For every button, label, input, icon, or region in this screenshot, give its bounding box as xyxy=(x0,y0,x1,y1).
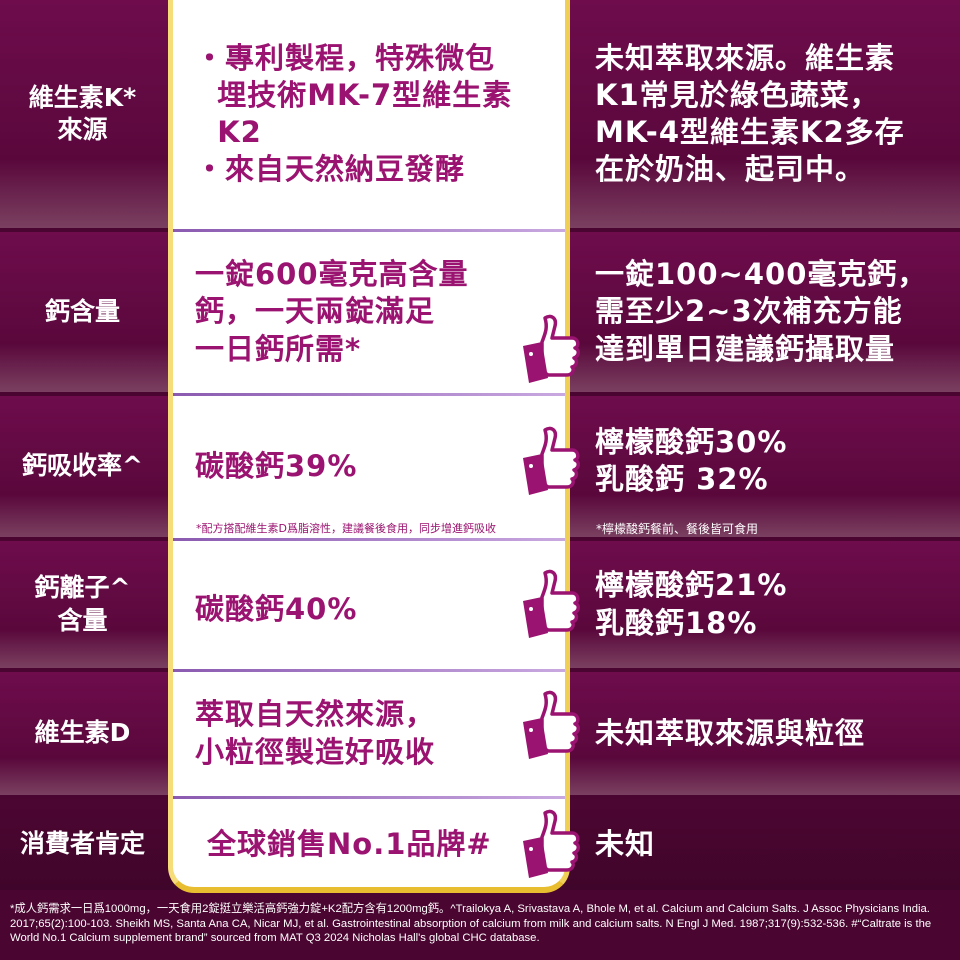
divider xyxy=(173,669,565,672)
competitor-line: 未知 xyxy=(595,826,656,861)
thumbs-up-icon xyxy=(515,565,591,641)
product-line: ・專利製程，特殊微包 xyxy=(195,40,496,75)
product-line: 全球銷售No.1品牌# xyxy=(207,826,492,861)
product-line: 一日鈣所需* xyxy=(195,331,362,366)
divider xyxy=(173,538,565,541)
thumbs-up-icon xyxy=(515,805,591,881)
competitor-line: MK-4型維生素K2多存 xyxy=(595,115,905,149)
product-line: 埋技術MK-7型維生素 xyxy=(195,77,513,112)
product-line: 碳酸鈣40% xyxy=(195,591,358,626)
competitor-footnote: *檸檬酸鈣餐前、餐後皆可食用 xyxy=(596,522,759,536)
competitor-line: 一錠100~400毫克鈣， xyxy=(595,257,928,292)
product-line: ・來自天然納豆發酵 xyxy=(195,152,466,187)
product-line: 小粒徑製造好吸收 xyxy=(195,734,436,769)
competitor-value: 檸檬酸鈣30% 乳酸鈣 32% xyxy=(595,396,952,537)
highlight-column xyxy=(168,0,570,893)
product-line: 一錠600毫克高含量 xyxy=(195,257,469,292)
product-value: 萃取自天然來源， 小粒徑製造好吸收 xyxy=(173,672,565,795)
divider xyxy=(173,796,565,799)
competitor-line: 未知萃取來源。維生素 xyxy=(595,40,896,75)
product-line: 碳酸鈣39% xyxy=(195,449,358,483)
thumbs-up-icon xyxy=(515,422,591,498)
row-label: 維生素D xyxy=(34,718,131,748)
row-label: 鈣含量 xyxy=(44,296,120,326)
product-value: 碳酸鈣40% xyxy=(173,541,565,668)
thumbs-up-icon xyxy=(515,686,591,762)
competitor-value: 一錠100~400毫克鈣， 需至少2~3次補充方能 達到單日建議鈣攝取量 xyxy=(595,232,952,392)
competitor-line: 乳酸鈣18% xyxy=(595,605,758,640)
competitor-value: 未知 xyxy=(595,799,952,890)
competitor-line: K1常見於綠色蔬菜， xyxy=(595,77,880,112)
product-line: K2 xyxy=(195,115,262,149)
competitor-value: 檸檬酸鈣21% 乳酸鈣18% xyxy=(595,541,952,668)
competitor-line: 需至少2~3次補充方能 xyxy=(595,294,903,329)
row-label: 鈣離子^ 含量 xyxy=(34,573,131,635)
divider xyxy=(173,229,565,232)
competitor-line: 檸檬酸鈣30% xyxy=(595,425,788,459)
row-label: 維生素K* 來源 xyxy=(28,82,137,145)
product-line: 萃取自天然來源， xyxy=(195,697,436,732)
competitor-value: 未知萃取來源。維生素 K1常見於綠色蔬菜， MK-4型維生素K2多存 在於奶油、起司中… xyxy=(595,0,952,228)
product-value: ・專利製程，特殊微包 埋技術MK-7型維生素 K2 ・來自天然納豆發酵 xyxy=(173,0,565,228)
product-value: 碳酸鈣39% xyxy=(173,396,565,537)
competitor-line: 達到單日建議鈣攝取量 xyxy=(595,331,896,366)
competitor-line: 未知萃取來源與粒徑 xyxy=(595,715,866,750)
competitor-line: 在於奶油、起司中。 xyxy=(595,152,866,187)
footnotes: *成人鈣需求一日爲1000mg，一天食用2錠挺立樂活高鈣強力錠+K2配方含有12… xyxy=(10,903,932,945)
competitor-line: 乳酸鈣 32% xyxy=(595,462,769,497)
product-line: 鈣，一天兩錠滿足 xyxy=(195,294,436,329)
row-label: 鈣吸收率^ xyxy=(22,451,143,481)
product-value: 一錠600毫克高含量 鈣，一天兩錠滿足 一日鈣所需* xyxy=(173,232,565,392)
competitor-value: 未知萃取來源與粒徑 xyxy=(595,672,952,795)
product-value: 全球銷售No.1品牌# xyxy=(173,799,565,890)
thumbs-up-icon xyxy=(515,310,591,386)
competitor-line: 檸檬酸鈣21% xyxy=(595,568,788,603)
row-label: 消費者肯定 xyxy=(19,829,145,859)
product-footnote: *配方搭配維生素D爲脂溶性，建議餐後食用，同步增進鈣吸收 xyxy=(196,522,496,535)
divider xyxy=(173,393,565,396)
